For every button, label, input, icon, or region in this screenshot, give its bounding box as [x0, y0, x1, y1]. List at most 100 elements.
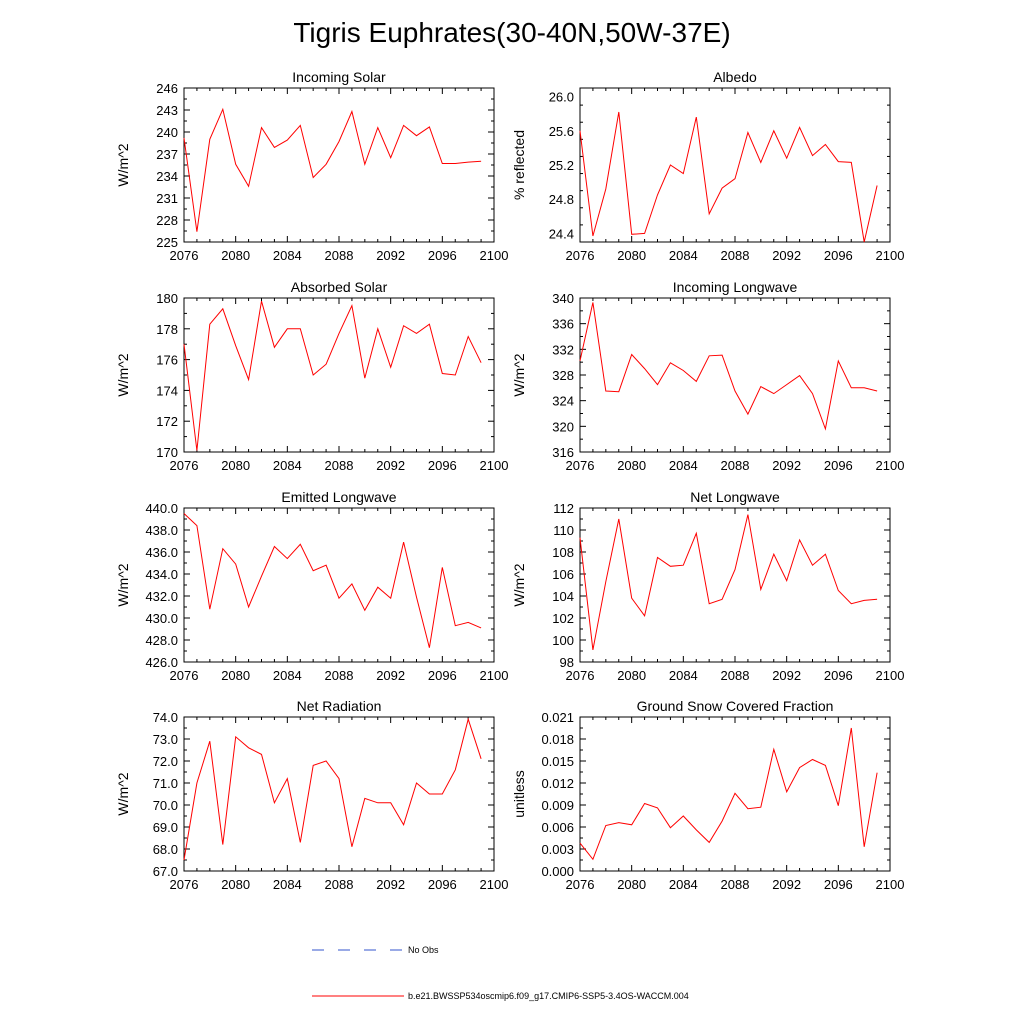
x-tick-label: 2092: [772, 877, 801, 892]
y-axis-label: W/m^2: [511, 353, 527, 396]
y-tick-label: 328: [552, 368, 574, 383]
y-tick-label: 430.0: [145, 611, 178, 626]
y-tick-label: 71.0: [153, 776, 178, 791]
y-tick-label: 428.0: [145, 633, 178, 648]
x-tick-label: 2088: [325, 248, 354, 263]
x-tick-label: 2088: [325, 877, 354, 892]
y-tick-label: 98: [560, 655, 574, 670]
y-tick-label: 246: [156, 81, 178, 96]
x-tick-label: 2080: [221, 668, 250, 683]
y-tick-label: 104: [552, 589, 574, 604]
x-tick-label: 2092: [376, 458, 405, 473]
series-line: [183, 107, 482, 232]
x-tick-label: 2084: [273, 248, 302, 263]
x-tick-label: 2088: [721, 668, 750, 683]
y-tick-label: 180: [156, 291, 178, 306]
x-tick-label: 2100: [480, 877, 509, 892]
panel-title: Ground Snow Covered Fraction: [637, 698, 834, 714]
y-tick-label: 25.2: [549, 158, 574, 173]
x-tick-label: 2092: [772, 248, 801, 263]
panel-title: Incoming Longwave: [673, 279, 798, 295]
x-tick-label: 2084: [273, 877, 302, 892]
panel-net-radiation: Net Radiation W/m^2 2076 2080 2084 2088 2092 20…: [115, 698, 508, 892]
y-tick-label: 176: [156, 353, 178, 368]
y-tick-label: 436.0: [145, 545, 178, 560]
y-tick-label: 340: [552, 291, 574, 306]
y-axis-label: W/m^2: [115, 563, 131, 606]
x-tick-label: 2080: [221, 458, 250, 473]
y-tick-label: 68.0: [153, 842, 178, 857]
x-tick-label: 2092: [376, 248, 405, 263]
x-tick-label: 2100: [876, 248, 905, 263]
y-tick-label: 172: [156, 414, 178, 429]
y-tick-label: 67.0: [153, 864, 178, 879]
panel-incoming-solar: Incoming Solar W/m^2 2076 2080 2084 2088 2092 2…: [115, 69, 508, 263]
y-axis-label: W/m^2: [115, 772, 131, 815]
plot-frame: [183, 716, 495, 872]
x-tick-label: 2096: [824, 877, 853, 892]
x-tick-label: 2088: [721, 248, 750, 263]
x-tick-label: 2080: [617, 668, 646, 683]
plot-frame: [579, 87, 891, 243]
y-tick-label: 316: [552, 445, 574, 460]
y-tick-label: 170: [156, 445, 178, 460]
y-tick-label: 110: [553, 523, 574, 538]
y-tick-label: 73.0: [153, 732, 178, 747]
y-axis-label: % reflected: [511, 130, 527, 200]
x-tick-label: 2080: [617, 248, 646, 263]
x-tick-label: 2096: [428, 668, 457, 683]
x-tick-label: 2076: [566, 668, 595, 683]
x-tick-label: 2080: [617, 877, 646, 892]
y-tick-label: 438.0: [145, 523, 178, 538]
y-tick-label: 320: [552, 419, 574, 434]
y-tick-label: 178: [156, 322, 178, 337]
x-tick-label: 2084: [669, 248, 698, 263]
legend-model-label: b.e21.BWSSP534oscmip6.f09_g17.CMIP6-SSP5…: [408, 991, 689, 1001]
y-tick-label: 336: [552, 317, 574, 332]
panel-title: Net Radiation: [297, 698, 382, 714]
x-tick-label: 2092: [376, 668, 405, 683]
panel-title: Albedo: [713, 69, 757, 85]
x-tick-label: 2100: [876, 458, 905, 473]
x-tick-label: 2092: [772, 458, 801, 473]
y-axis-label: W/m^2: [115, 353, 131, 396]
x-tick-label: 2100: [876, 668, 905, 683]
y-tick-label: 72.0: [153, 754, 178, 769]
y-axis-label: unitless: [511, 770, 527, 817]
panel-title: Absorbed Solar: [291, 279, 388, 295]
panel-net-longwave: Net Longwave W/m^2 2076 2080 2084 2088 2092 209…: [511, 489, 904, 683]
y-tick-label: 426.0: [145, 655, 178, 670]
x-tick-label: 2076: [170, 248, 199, 263]
y-tick-label: 0.009: [541, 798, 574, 813]
x-tick-label: 2084: [669, 668, 698, 683]
x-tick-label: 2080: [221, 877, 250, 892]
plot-frame: [579, 507, 891, 663]
y-tick-label: 24.4: [549, 226, 574, 241]
x-tick-label: 2076: [566, 458, 595, 473]
y-tick-label: 225: [156, 235, 178, 250]
x-tick-label: 2100: [480, 458, 509, 473]
series-line: [579, 302, 878, 431]
y-axis-label: W/m^2: [511, 563, 527, 606]
y-tick-label: 440.0: [145, 501, 178, 516]
y-tick-label: 0.018: [541, 732, 574, 747]
y-tick-label: 106: [552, 567, 574, 582]
legend: No Obs b.e21.BWSSP534oscmip6.f09_g17.CMI…: [312, 945, 689, 1001]
series-line: [183, 513, 482, 648]
y-tick-label: 25.6: [549, 124, 574, 139]
y-tick-label: 74.0: [153, 710, 178, 725]
y-tick-label: 108: [552, 545, 574, 560]
panel-ground-snow-covered-fraction: Ground Snow Covered Fraction unitless 2076…: [511, 698, 904, 892]
plot-frame: [183, 87, 495, 243]
x-tick-label: 2100: [480, 248, 509, 263]
series-line: [579, 727, 878, 861]
x-tick-label: 2076: [566, 248, 595, 263]
y-tick-label: 0.000: [541, 864, 574, 879]
x-tick-label: 2092: [772, 668, 801, 683]
x-tick-label: 2096: [824, 668, 853, 683]
legend-obs-label: No Obs: [408, 945, 439, 955]
x-tick-label: 2076: [566, 877, 595, 892]
panel-albedo: Albedo % reflected 2076 2080 2084 2088 2092 209…: [511, 69, 904, 263]
x-tick-label: 2076: [170, 458, 199, 473]
